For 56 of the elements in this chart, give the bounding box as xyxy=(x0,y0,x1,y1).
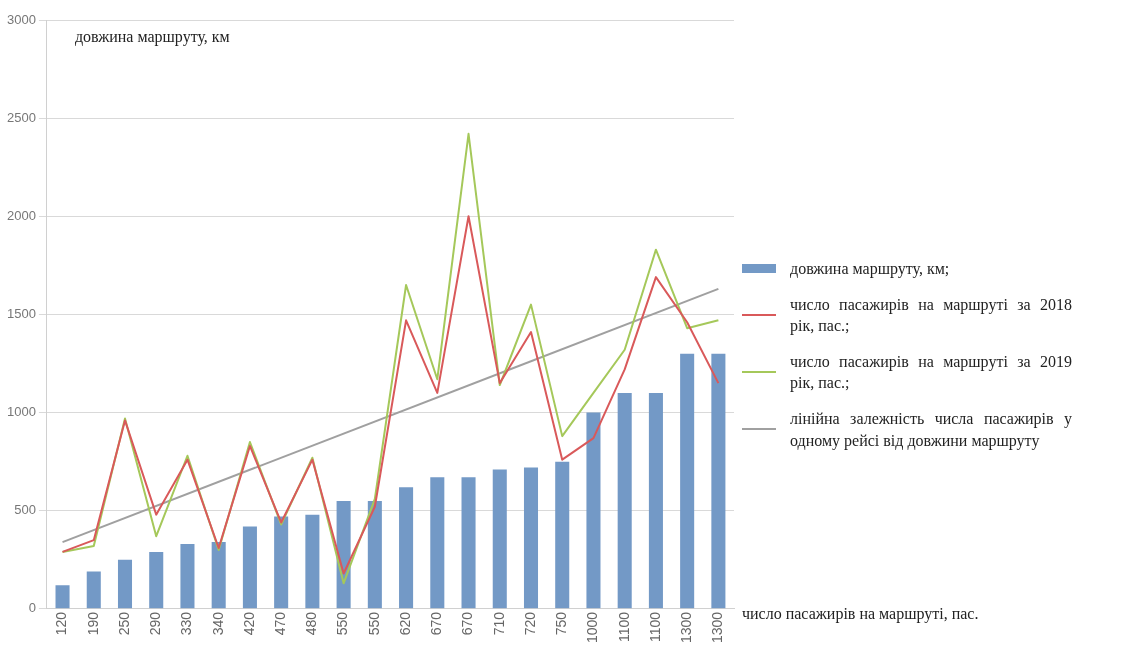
x-tick-label: 470 xyxy=(272,611,289,636)
y-tick-label: 1000 xyxy=(7,404,36,420)
bar xyxy=(242,526,257,609)
bar xyxy=(399,487,414,609)
x-tick-label: 250 xyxy=(115,611,132,636)
bar xyxy=(274,516,289,609)
x-tick-label: 1100 xyxy=(646,611,663,642)
x-tick-label: 1300 xyxy=(709,611,726,644)
y-tick-label: 0 xyxy=(28,600,36,616)
bar xyxy=(555,461,570,609)
x-tick-label: 120 xyxy=(53,611,70,636)
x-tick-label: 720 xyxy=(521,611,538,636)
legend-label: довжина маршруту, км; xyxy=(790,259,950,280)
x-tick-label: 420 xyxy=(240,611,257,636)
x-tick-label: 330 xyxy=(178,611,195,636)
bar xyxy=(430,477,445,609)
x-tick-label: 620 xyxy=(396,611,413,636)
x-tick-label: 290 xyxy=(147,611,164,636)
x-tick-label: 670 xyxy=(459,611,476,636)
legend-label: число пасажирів на маршруті за 2019 рік, пас.; xyxy=(790,351,1072,394)
y-tick-label: 2000 xyxy=(7,207,36,223)
bar xyxy=(211,542,226,609)
bar xyxy=(117,559,133,609)
bar xyxy=(55,585,70,609)
y-axis-title: довжина маршруту, км xyxy=(74,28,230,47)
legend-label: число пасажирів на маршруті за 2018 рік, пас.; xyxy=(790,294,1072,337)
x-tick-label: 750 xyxy=(553,611,570,636)
bar xyxy=(648,392,663,609)
x-tick-label: 480 xyxy=(303,611,320,636)
x-tick-label: 670 xyxy=(428,611,445,636)
x-tick-label: 340 xyxy=(209,611,226,636)
x-tick-label: 1300 xyxy=(678,611,695,644)
x-tick-label: 1000 xyxy=(584,611,601,644)
y-tick-label: 500 xyxy=(14,502,36,518)
bar xyxy=(680,353,695,609)
x-tick-label: 190 xyxy=(84,611,101,636)
bar xyxy=(586,412,601,609)
legend-label: лінійна залежність числа пасажирів у одному рейсі від довжини маршруту xyxy=(790,408,1072,452)
x-axis-title: число пасажирів на маршруті, пас. xyxy=(742,604,980,625)
x-tick-label: 550 xyxy=(334,611,351,636)
bar xyxy=(523,467,539,609)
bar xyxy=(461,477,476,609)
bar xyxy=(180,544,195,609)
x-tick-label: 710 xyxy=(490,611,507,636)
y-tick-label: 3000 xyxy=(7,11,36,27)
y-tick-label: 2500 xyxy=(7,109,36,125)
bar xyxy=(492,469,507,609)
bar xyxy=(149,551,164,609)
bar xyxy=(617,392,632,609)
x-tick-label: 1100 xyxy=(615,611,632,642)
bar xyxy=(367,500,382,609)
bar xyxy=(86,571,101,609)
bar xyxy=(711,353,726,609)
bar xyxy=(305,514,320,609)
x-tick-label: 550 xyxy=(365,611,382,636)
y-tick-label: 1500 xyxy=(7,306,36,322)
